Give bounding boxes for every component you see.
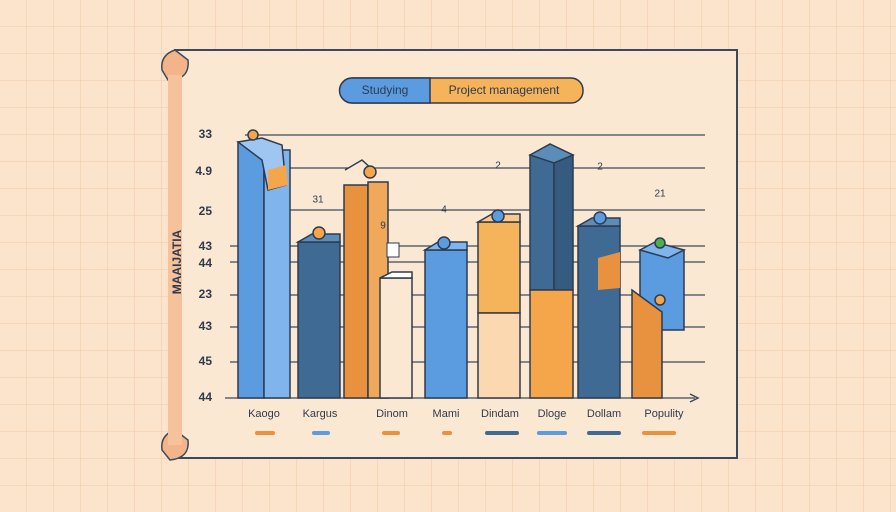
y-tick-label: 33: [199, 127, 213, 141]
bar-top: [379, 271, 413, 279]
marker: [593, 211, 607, 225]
marker: [247, 129, 259, 141]
bar-front: [577, 225, 621, 399]
axis-arrow: [689, 393, 700, 403]
swatch: [255, 431, 275, 435]
y-tick-label: 44: [199, 390, 213, 404]
y-tick-label: 4.9: [195, 164, 212, 178]
legend-swatch: [338, 77, 431, 104]
bar-front: [529, 154, 555, 291]
bar-patch: [598, 252, 620, 290]
bar-top: [528, 143, 575, 164]
category-label: Populity: [644, 408, 684, 420]
panel-edge: [168, 75, 182, 445]
annotation: 4: [441, 205, 447, 216]
annotation: 31: [312, 195, 324, 206]
bar-front: [424, 249, 468, 399]
bar-front: [297, 241, 341, 399]
note-box: [386, 242, 400, 258]
annotations: 31 9 4 2 2 21: [312, 161, 666, 232]
category-label: Mami: [433, 408, 460, 420]
bar-front: [477, 312, 521, 399]
category-label: Dindam: [481, 408, 519, 420]
category-label: Dloge: [538, 408, 567, 420]
bar-top: [638, 241, 687, 259]
category-swatches: [255, 431, 676, 435]
marker: [491, 209, 505, 223]
y-tick-label: 44: [199, 256, 213, 270]
marker: [654, 294, 666, 306]
bar-front: [631, 288, 663, 399]
marker: [437, 236, 451, 250]
bar-side: [553, 154, 574, 291]
y-tick-label: 43: [199, 239, 213, 253]
y-tick-label: 25: [199, 204, 213, 218]
marker: [312, 226, 326, 240]
annotation: 2: [597, 162, 603, 173]
legend-item: Project management: [449, 83, 560, 97]
y-tick-label: 45: [199, 354, 213, 368]
legend-item: Studying: [362, 83, 409, 97]
bar-front: [477, 221, 521, 314]
y-axis-title: MAAIJATIA: [170, 229, 184, 294]
bar-front: [343, 184, 369, 399]
swatch: [442, 431, 452, 435]
marker: [363, 165, 377, 179]
y-tick-label: 43: [199, 319, 213, 333]
swatch: [485, 431, 519, 435]
category-label: Kaogo: [248, 408, 280, 420]
bar-front: [379, 277, 413, 399]
swatch: [587, 431, 621, 435]
category-label: Dollam: [587, 408, 621, 420]
marker: [654, 237, 666, 249]
bar-front: [529, 289, 574, 399]
category-label: Kargus: [303, 408, 338, 420]
swatch: [642, 431, 676, 435]
y-tick-label: 23: [199, 287, 213, 301]
annotation: 2: [495, 161, 501, 172]
y-tick-labels: 33 4.9 25 43 44 23 43 45 44: [195, 127, 212, 404]
category-labels: Kaogo Kargus Dinom Mami Dindam Dloge Dol…: [248, 408, 684, 420]
swatch: [382, 431, 400, 435]
bar-front: [237, 141, 265, 399]
annotation: 9: [380, 221, 386, 232]
bar-patch: [268, 165, 288, 190]
swatch: [312, 431, 330, 435]
category-label: Dinom: [376, 408, 408, 420]
annotation: 21: [654, 189, 666, 200]
bars: [236, 129, 687, 399]
swatch: [537, 431, 567, 435]
